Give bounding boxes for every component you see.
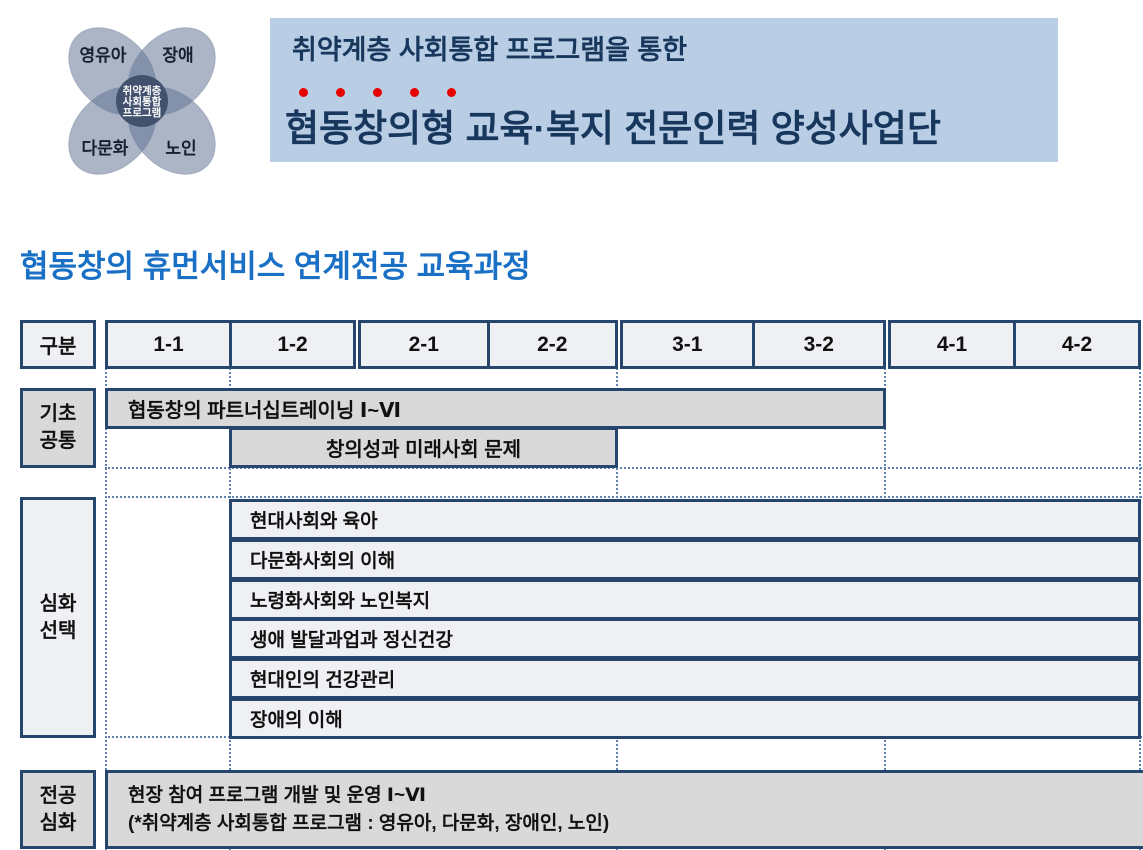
clover-logo-graphic: 취약계층 사회통합 프로그램 영유아 장애 다문화 노인	[68, 27, 216, 175]
column-header: 1-1	[153, 332, 184, 356]
section-label-advanced-elective: 심화 선택	[20, 497, 96, 738]
course-bar: 노령화사회와 노인복지	[229, 579, 1141, 620]
guide-line-horizontal	[105, 467, 1142, 469]
section-label-major-advanced: 전공 심화	[20, 770, 96, 849]
petal-label-infant: 영유아	[80, 46, 127, 65]
petal-label-multiculture: 다문화	[82, 139, 129, 158]
course-bar: 장애의 이해	[229, 698, 1141, 739]
emphasis-dot	[373, 88, 382, 97]
clover-logo: 취약계층 사회통합 프로그램 영유아 장애 다문화 노인	[25, 5, 265, 195]
guide-line-vertical	[105, 368, 107, 850]
course-bar: 다문화사회의 이해	[229, 539, 1141, 580]
header-group-year4: 4-1 4-2	[888, 320, 1141, 369]
course-bar: 창의성과 미래사회 문제	[229, 427, 618, 468]
course-bar: 현대인의 건강관리	[229, 658, 1141, 699]
petal-label-elderly: 노인	[165, 139, 196, 158]
logo-center-line: 취약계층	[123, 84, 162, 97]
emphasis-dot	[447, 88, 456, 97]
petal-label-disability: 장애	[162, 46, 193, 65]
banner-subtitle: 취약계층 사회통합 프로그램을 통한	[292, 35, 688, 65]
table-corner-cell: 구분	[20, 320, 96, 369]
course-bar: 현대사회와 육아	[229, 499, 1141, 540]
logo-center-line: 프로그램	[123, 107, 162, 119]
banner-title: 협동창의형 교육·복지 전문인력 양성사업단	[285, 108, 941, 149]
emphasis-dot	[410, 88, 419, 97]
header-group-year3: 3-1 3-2	[620, 320, 886, 369]
course-bar: 협동창의 파트너십트레이닝 Ⅰ~Ⅵ	[105, 388, 886, 429]
page-title: 협동창의 휴먼서비스 연계전공 교육과정	[20, 249, 531, 284]
emphasis-dots	[299, 88, 456, 97]
header-group-year1: 1-1 1-2	[105, 320, 356, 369]
column-header: 4-2	[1013, 323, 1138, 366]
column-header: 1-2	[229, 323, 353, 366]
title-banner: 취약계층 사회통합 프로그램을 통한 협동창의형 교육·복지 전문인력 양성사업…	[270, 18, 1058, 162]
guide-line-horizontal	[105, 496, 1142, 498]
column-header: 2-1	[408, 332, 439, 356]
header-group-year2: 2-1 2-2	[358, 320, 618, 369]
course-bar: 생애 발달과업과 정신건강	[229, 618, 1141, 659]
column-header: 2-2	[486, 323, 616, 366]
logo-center-line: 사회통합	[123, 95, 162, 108]
course-bar: 현장 참여 프로그램 개발 및 운영 Ⅰ~Ⅵ (*취약계층 사회통합 프로그램 …	[105, 770, 1143, 849]
column-header: 4-1	[936, 332, 968, 356]
section-label-basic-common: 기초 공통	[20, 388, 96, 468]
column-header: 3-2	[751, 323, 884, 366]
emphasis-dot	[336, 88, 345, 97]
emphasis-dot	[299, 88, 308, 97]
logo-center-circle	[116, 75, 168, 127]
column-header: 3-1	[672, 332, 703, 356]
